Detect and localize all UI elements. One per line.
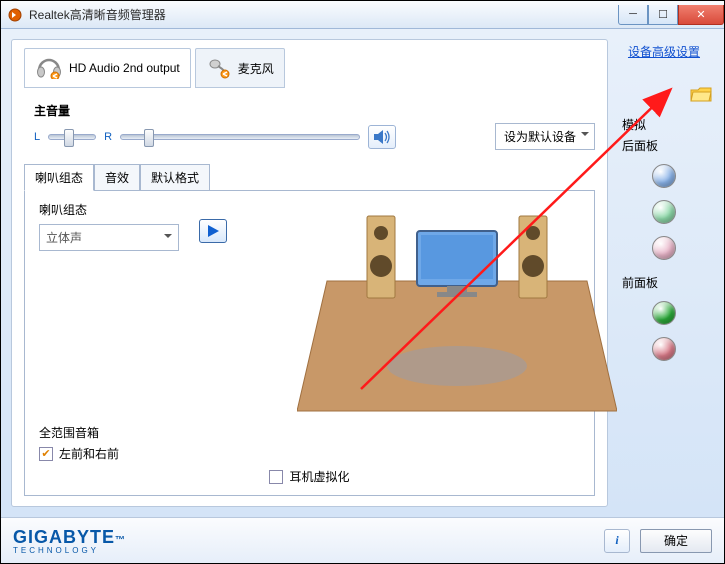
main-panel: HD Audio 2nd output 麦克风 主音量 L bbox=[11, 39, 608, 507]
volume-thumb[interactable] bbox=[144, 129, 154, 147]
subtab-label: 默认格式 bbox=[151, 171, 199, 185]
config-column: 喇叭组态 立体声 bbox=[39, 201, 179, 251]
folder-icon[interactable] bbox=[690, 87, 712, 103]
play-test-button[interactable] bbox=[199, 219, 227, 243]
maximize-button[interactable]: ☐ bbox=[648, 5, 678, 25]
full-range-label: 全范围音箱 bbox=[39, 424, 580, 441]
ok-button[interactable]: 确定 bbox=[640, 529, 712, 553]
balance-R: R bbox=[104, 131, 112, 143]
main-volume-label: 主音量 bbox=[34, 102, 595, 119]
trademark: ™ bbox=[115, 535, 126, 546]
headphone-virt-row[interactable]: 耳机虚拟化 bbox=[39, 468, 580, 485]
app-window: Realtek高清晰音频管理器 ─ ☐ ✕ HD Audio 2nd outpu… bbox=[0, 0, 725, 564]
surround-section: 全范围音箱 ✔ 左前和右前 bbox=[39, 424, 580, 462]
audio-jack[interactable] bbox=[652, 164, 676, 188]
headphones-icon bbox=[35, 57, 63, 79]
info-button[interactable]: i bbox=[604, 529, 630, 553]
brand-logo: GIGABYTE™ TECHNOLOGY bbox=[13, 527, 126, 555]
microphone-icon bbox=[206, 57, 232, 79]
minimize-button[interactable]: ─ bbox=[618, 5, 648, 25]
subtab-speaker-config[interactable]: 喇叭组态 bbox=[24, 164, 94, 191]
titlebar: Realtek高清晰音频管理器 ─ ☐ ✕ bbox=[1, 1, 724, 29]
volume-controls: L R 设为默认设备 bbox=[34, 123, 595, 150]
front-panel-label: 前面板 bbox=[622, 274, 658, 291]
tab-label: HD Audio 2nd output bbox=[69, 61, 180, 75]
balance-slider[interactable] bbox=[48, 134, 96, 140]
audio-jack[interactable] bbox=[652, 301, 676, 325]
volume-slider[interactable] bbox=[120, 134, 360, 140]
subtab-sound-effects[interactable]: 音效 bbox=[94, 164, 140, 191]
window-buttons: ─ ☐ ✕ bbox=[618, 5, 724, 25]
window-title: Realtek高清晰音频管理器 bbox=[29, 6, 166, 23]
audio-jack[interactable] bbox=[652, 236, 676, 260]
speaker-config-panel: 喇叭组态 立体声 bbox=[24, 190, 595, 496]
tab-microphone[interactable]: 麦克风 bbox=[195, 48, 285, 88]
brand-name: GIGABYTE bbox=[13, 527, 115, 547]
mute-button[interactable] bbox=[368, 125, 396, 149]
volume-section: 主音量 L R bbox=[24, 102, 595, 150]
select-value: 立体声 bbox=[46, 231, 82, 245]
balance-thumb[interactable] bbox=[64, 129, 74, 147]
checkbox-checked-icon: ✔ bbox=[39, 447, 53, 461]
side-panel: 设备高级设置 模拟 后面板 前面板 bbox=[614, 39, 714, 507]
tab-label: 麦克风 bbox=[238, 60, 274, 77]
tab-hd-audio-output[interactable]: HD Audio 2nd output bbox=[24, 48, 191, 88]
config-row: 喇叭组态 立体声 bbox=[39, 201, 580, 251]
front-lr-checkbox-row[interactable]: ✔ 左前和右前 bbox=[39, 445, 580, 462]
analog-label: 模拟 bbox=[622, 116, 646, 133]
speaker-config-select[interactable]: 立体声 bbox=[39, 224, 179, 251]
speaker-icon bbox=[373, 129, 391, 145]
subtab-label: 喇叭组态 bbox=[35, 171, 83, 185]
play-icon bbox=[206, 224, 220, 238]
speaker-config-label: 喇叭组态 bbox=[39, 201, 179, 218]
sub-tabs: 喇叭组态 音效 默认格式 bbox=[24, 164, 595, 191]
app-icon bbox=[7, 7, 23, 23]
checkbox-label: 左前和右前 bbox=[59, 445, 119, 462]
checkbox-unchecked-icon bbox=[269, 470, 283, 484]
back-panel-label: 后面板 bbox=[622, 137, 658, 154]
footer: GIGABYTE™ TECHNOLOGY i 确定 bbox=[1, 517, 724, 563]
balance-L: L bbox=[34, 131, 40, 143]
close-button[interactable]: ✕ bbox=[678, 5, 724, 25]
subtab-label: 音效 bbox=[105, 171, 129, 185]
set-default-device-dropdown[interactable]: 设为默认设备 bbox=[495, 123, 595, 150]
dropdown-label: 设为默认设备 bbox=[504, 130, 576, 144]
ok-label: 确定 bbox=[664, 534, 688, 548]
advanced-settings-link[interactable]: 设备高级设置 bbox=[628, 43, 700, 60]
audio-jack[interactable] bbox=[652, 200, 676, 224]
subtab-default-format[interactable]: 默认格式 bbox=[140, 164, 210, 191]
window-body: HD Audio 2nd output 麦克风 主音量 L bbox=[1, 29, 724, 517]
back-panel-jacks bbox=[652, 164, 676, 260]
audio-jack[interactable] bbox=[652, 337, 676, 361]
front-panel-jacks bbox=[652, 301, 676, 361]
device-tabs: HD Audio 2nd output 麦克风 bbox=[24, 48, 595, 88]
hp-virt-label: 耳机虚拟化 bbox=[289, 468, 349, 485]
